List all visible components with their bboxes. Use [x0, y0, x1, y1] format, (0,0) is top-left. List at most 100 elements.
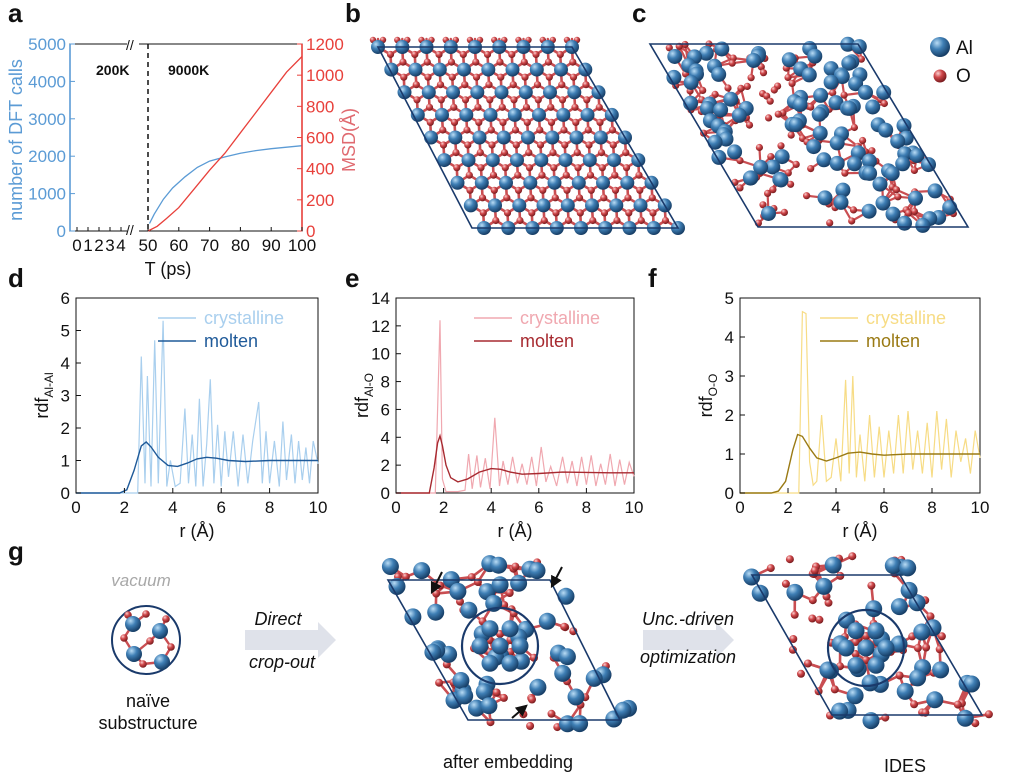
o-atom [487, 126, 495, 134]
o-atom [699, 86, 707, 94]
o-atom [547, 103, 555, 111]
x-tick-label: 10 [309, 498, 328, 517]
atom-legend: Al O [930, 37, 973, 87]
al-atom [523, 175, 538, 190]
o-atom [826, 219, 834, 227]
al-atom [666, 69, 682, 85]
al-atom [698, 45, 714, 61]
o-atom [573, 149, 581, 157]
o-atom [797, 669, 805, 678]
arrow-unc-optimization [643, 622, 734, 658]
o-atom [450, 118, 459, 126]
o-atom [534, 96, 542, 104]
o-atom [499, 693, 508, 702]
o-atom [910, 166, 919, 174]
al-atom [152, 623, 168, 639]
o-atom [485, 81, 493, 89]
o-atom [139, 660, 147, 668]
al-atom [607, 153, 621, 168]
o-atom [569, 73, 578, 81]
al-atom [543, 85, 557, 100]
al-atom [837, 639, 855, 657]
al-atom [811, 106, 827, 122]
al-atom [388, 578, 406, 595]
al-atom [841, 55, 857, 71]
o-atom [533, 81, 542, 89]
o-atom [892, 186, 901, 194]
o-atom [472, 73, 481, 81]
o-atom [466, 186, 474, 194]
al-atom [834, 69, 850, 85]
o-atom [523, 118, 531, 126]
o-atom [737, 84, 745, 92]
al-atom [848, 76, 864, 92]
o-atom [661, 216, 670, 225]
o-atom [830, 685, 839, 694]
al-atom [571, 715, 589, 733]
al-atom [683, 75, 699, 90]
o-atom [574, 164, 582, 172]
x-tick-label: 8 [927, 498, 936, 517]
al-atom [437, 153, 452, 168]
o-atom [561, 141, 569, 149]
o-atom [913, 644, 922, 652]
o-atom [522, 103, 531, 111]
o-atom [895, 671, 904, 680]
naive-label-line2: substructure [98, 713, 197, 733]
x-tick-label: 10 [971, 498, 990, 517]
x-tick-label: 4 [831, 498, 840, 517]
o-atom [622, 164, 631, 172]
al-atom [927, 183, 943, 199]
o-atom [549, 149, 557, 157]
o-atom [496, 58, 504, 66]
x-tick-label: 0 [735, 498, 744, 517]
o-atom [766, 564, 775, 573]
al-atom [813, 87, 829, 103]
x-tick-label: 8 [582, 498, 591, 517]
al-atom [884, 166, 900, 181]
al-atom [895, 156, 911, 172]
o-atom [728, 59, 736, 67]
o-atom [532, 50, 540, 59]
o-atom [560, 126, 568, 134]
al-atom [461, 153, 476, 168]
o-atom [540, 216, 548, 225]
o-atom [608, 126, 617, 134]
o-atom [512, 141, 520, 149]
o-atom [598, 164, 606, 172]
al-atom [932, 661, 950, 679]
o-atom [583, 96, 591, 104]
vacuum-label: vacuum [111, 571, 171, 590]
al-atom [877, 639, 895, 657]
o-atom [622, 149, 630, 157]
o-atom [526, 722, 535, 730]
al-atom [861, 674, 879, 692]
al-atom [413, 562, 431, 580]
o-atom [784, 169, 792, 177]
al-atom [909, 148, 925, 163]
o-atom-icon [933, 69, 947, 83]
o-atom [516, 216, 524, 225]
al-atom [471, 637, 489, 655]
o-atom [453, 164, 461, 172]
al-atom [427, 603, 445, 621]
o-atom [386, 50, 395, 59]
o-atom [984, 710, 993, 719]
o-atom [910, 207, 919, 215]
o-atom [600, 209, 609, 217]
al-atom [491, 637, 509, 655]
o-atom [551, 194, 559, 202]
al-atom [743, 568, 761, 586]
al-atom [861, 153, 877, 169]
y-tick-label-right: 0 [306, 222, 315, 241]
legend-label-molten: molten [866, 331, 920, 351]
al-atom [896, 118, 912, 134]
al-atom [817, 190, 833, 206]
al-atom [824, 556, 842, 574]
legend-label-crystalline: crystalline [520, 308, 600, 328]
al-atom [963, 675, 981, 693]
al-atom [846, 687, 864, 705]
x-tick-label: 10 [625, 498, 644, 517]
o-atom [564, 216, 573, 225]
